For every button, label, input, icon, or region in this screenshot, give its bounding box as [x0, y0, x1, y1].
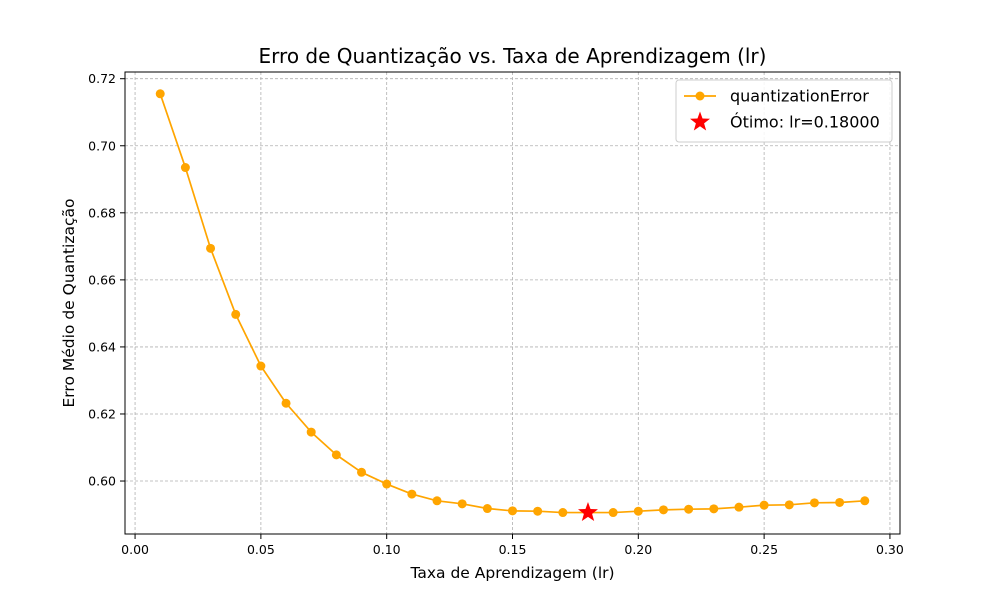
data-point: [357, 467, 367, 477]
data-point: [835, 497, 845, 507]
data-point: [256, 361, 266, 371]
x-axis-label: Taxa de Aprendizagem (lr): [409, 564, 614, 582]
y-tick-label: 0.66: [88, 272, 116, 287]
y-tick-label: 0.60: [88, 474, 116, 489]
data-point: [457, 499, 467, 509]
y-tick-label: 0.72: [88, 71, 116, 86]
x-tick-label: 0.25: [750, 542, 778, 557]
data-point: [709, 504, 719, 514]
data-point: [281, 398, 291, 408]
data-point: [734, 502, 744, 512]
chart-title: Erro de Quantização vs. Taxa de Aprendiz…: [259, 44, 767, 68]
data-point: [306, 427, 316, 437]
data-point: [608, 508, 618, 518]
data-point: [206, 243, 216, 253]
axis-ticks: 0.00 0.05 0.10 0.15 0.20 0.25 0.30 0.60 0.62 0.64…: [88, 71, 904, 557]
data-point: [407, 489, 417, 499]
data-point: [809, 498, 819, 508]
x-tick-label: 0.05: [247, 542, 275, 557]
x-tick-label: 0.10: [373, 542, 401, 557]
data-point: [759, 500, 769, 510]
data-point: [658, 505, 668, 515]
legend: quantizationError Ótimo: lr=0.18000: [675, 79, 893, 143]
y-tick-label: 0.62: [88, 406, 116, 421]
data-point: [155, 89, 165, 99]
legend-optimum-label: Ótimo: lr=0.18000: [730, 113, 880, 132]
x-tick-label: 0.15: [499, 542, 527, 557]
data-point: [331, 450, 341, 460]
data-point: [633, 506, 643, 516]
series-layer: [155, 89, 870, 522]
data-point: [508, 506, 517, 516]
data-point: [482, 504, 492, 514]
y-tick-label: 0.68: [88, 205, 116, 220]
x-tick-label: 0.30: [876, 542, 904, 557]
data-point: [180, 163, 190, 173]
optimum-star-marker: [578, 502, 598, 522]
data-point: [533, 506, 543, 516]
x-tick-label: 0.00: [121, 542, 149, 557]
y-tick-label: 0.70: [88, 138, 116, 153]
data-point: [558, 508, 568, 518]
data-point: [382, 479, 392, 489]
x-tick-label: 0.20: [624, 542, 652, 557]
data-point: [784, 500, 794, 510]
legend-series-marker: [695, 91, 705, 101]
data-point: [860, 496, 870, 506]
data-point: [684, 504, 694, 514]
data-point: [432, 496, 442, 506]
legend-series-label: quantizationError: [730, 87, 869, 106]
legend-optimum-star-icon: [690, 111, 710, 131]
data-point: [231, 309, 241, 319]
y-axis-label: Erro Médio de Quantização: [60, 199, 78, 408]
grid-lines: [125, 72, 900, 534]
legend-box: [675, 79, 893, 143]
y-tick-label: 0.64: [88, 339, 116, 354]
